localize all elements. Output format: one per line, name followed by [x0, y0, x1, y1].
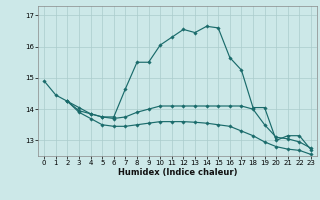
X-axis label: Humidex (Indice chaleur): Humidex (Indice chaleur) — [118, 168, 237, 177]
